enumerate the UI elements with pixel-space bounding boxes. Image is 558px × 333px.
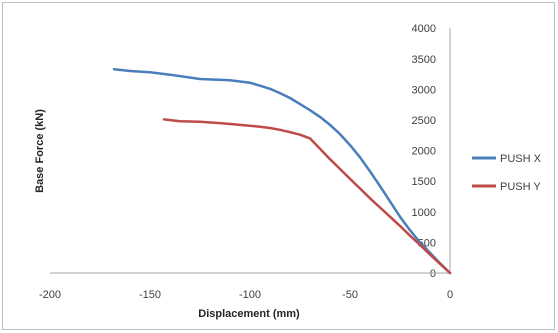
series-group [112,67,452,275]
series-line-1 [162,118,452,275]
y-tick-label: 3000 [412,84,436,96]
y-tick-label: 2000 [412,146,436,158]
chart-area: -200 -150 -100 -50 0 0 500 1000 1500 2000 2500 300… [2,2,555,330]
y-tick-label: 1500 [412,176,436,188]
legend: PUSH X PUSH Y [472,153,542,193]
x-axis-title: Displacement (mm) [198,308,300,320]
legend-label-1: PUSH Y [500,181,541,193]
x-tick-label: -100 [239,289,261,301]
x-tick-label: 0 [447,289,453,301]
y-tick-label: 0 [430,268,436,280]
x-tick-label: -200 [39,289,61,301]
chart-svg: -200 -150 -100 -50 0 05001000150020002500300… [34,23,542,320]
series-line-0 [112,67,452,275]
x-tick-label: -150 [139,289,161,301]
y-axis-title: Base Force (kN) [34,109,46,193]
x-tick-labels: -200 -150 -100 -50 0 [39,289,453,301]
y-tick-label: 2500 [412,115,436,127]
x-tick-label: -50 [342,289,358,301]
y-tick-label: 1000 [412,207,436,219]
y-tick-label: 3500 [412,54,436,66]
legend-label-0: PUSH X [500,153,542,165]
y-tick-label: 4000 [412,23,436,35]
